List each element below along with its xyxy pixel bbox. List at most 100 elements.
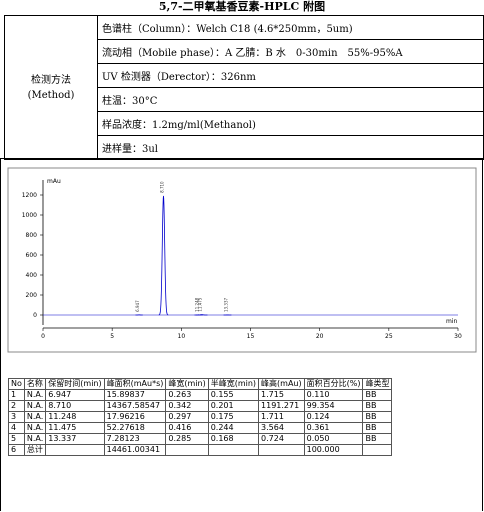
table-cell: 峰类型 xyxy=(362,378,393,390)
table-cell: 1 xyxy=(8,389,25,401)
table-cell: 名称 xyxy=(23,378,47,390)
title: 5,7-二甲氧基香豆素-HPLC 附图 xyxy=(158,0,326,13)
table-cell: 0.297 xyxy=(165,411,209,423)
y-axis-label: mAu xyxy=(47,178,61,185)
table-cell: 17.96216 xyxy=(103,411,167,423)
table-cell: 0.201 xyxy=(207,400,260,412)
table-cell: 14461.00341 xyxy=(103,444,167,456)
peak-label: 11.475 xyxy=(198,297,203,311)
y-tick-label: 1200 xyxy=(22,192,37,199)
table-cell: 总计 xyxy=(23,444,47,456)
peak-label: 11.248 xyxy=(195,297,200,311)
peak-label: 6.947 xyxy=(135,300,140,312)
table-cell: 100.000 xyxy=(303,444,364,456)
condition-row: UV 检测器（Derector）：326nm xyxy=(98,64,483,88)
table-cell: 0.175 xyxy=(207,411,260,423)
table-cell xyxy=(362,444,393,456)
table-cell: 1.715 xyxy=(258,389,305,401)
table-cell: 11.475 xyxy=(45,422,105,434)
table-cell: 0.168 xyxy=(207,433,260,445)
table-cell: 7.28123 xyxy=(103,433,167,445)
x-tick-label: 25 xyxy=(385,333,393,340)
table-cell: 2 xyxy=(8,400,25,412)
table-row: No 名称 保留时间(min) 峰面积(mAu*s) 峰宽(min) 半峰宽(min) 峰高… xyxy=(8,378,393,390)
y-tick-label: 800 xyxy=(26,232,38,239)
table-cell: BB xyxy=(362,411,393,423)
table-cell: No xyxy=(8,378,25,390)
table-cell: 11.248 xyxy=(45,411,105,423)
table-cell: 面积百分比(%) xyxy=(303,378,364,390)
chart-frame xyxy=(0,158,483,511)
table-cell: N.A. xyxy=(23,433,47,445)
y-tick-label: 200 xyxy=(26,292,38,299)
table-cell: 99.354 xyxy=(303,400,364,412)
table-cell: 0.155 xyxy=(207,389,260,401)
table-cell: 峰面积(mAu*s) xyxy=(103,378,167,390)
x-tick-label: 5 xyxy=(110,333,114,340)
condition-row: 样品浓度：1.2mg/ml(Methanol) xyxy=(98,112,483,136)
table-cell: 3.564 xyxy=(258,422,305,434)
chart-border xyxy=(7,167,477,353)
table-cell: 0.244 xyxy=(207,422,260,434)
peak-table: No 名称 保留时间(min) 峰面积(mAu*s) 峰宽(min) 半峰宽(min) 峰高… xyxy=(8,378,393,456)
x-tick-label: 15 xyxy=(247,333,255,340)
table-row: 6 总计 14461.00341 100.000 xyxy=(8,444,393,456)
table-cell: BB xyxy=(362,433,393,445)
condition-row: 进样量：3ul xyxy=(102,144,159,155)
table-cell: BB xyxy=(362,422,393,434)
table-cell: BB xyxy=(362,389,393,401)
table-cell: 0.050 xyxy=(303,433,364,445)
table-cell xyxy=(258,444,305,456)
table-cell: N.A. xyxy=(23,422,47,434)
table-cell: 0.124 xyxy=(303,411,364,423)
table-cell: 0.342 xyxy=(165,400,209,412)
y-tick-label: 0 xyxy=(33,312,37,319)
table-cell: 15.89837 xyxy=(103,389,167,401)
table-cell: 8.710 xyxy=(45,400,105,412)
y-tick-label: 1000 xyxy=(22,212,37,219)
table-cell: 6.947 xyxy=(45,389,105,401)
table-row: 4 N.A. 11.475 52.27618 0.416 0.244 3.564 0.361 B… xyxy=(8,422,393,434)
condition-row: 色谱柱（Column）：Welch C18 (4.6*250mm，5um) xyxy=(98,16,483,40)
table-cell: 14367.58547 xyxy=(103,400,167,412)
table-row: 2 N.A. 8.710 14367.58547 0.342 0.201 1191.271 9… xyxy=(8,400,393,412)
table-cell: 5 xyxy=(8,433,25,445)
table-cell: N.A. xyxy=(23,400,47,412)
table-cell: N.A. xyxy=(23,389,47,401)
table-cell: 1.711 xyxy=(258,411,305,423)
table-cell: 0.263 xyxy=(165,389,209,401)
condition-row: 流动相（Mobile phase）：A 乙腈：B 水 0-30min 55%-9… xyxy=(98,40,483,64)
table-cell: 1191.271 xyxy=(258,400,305,412)
condition-row: 柱温：30°C xyxy=(98,88,483,112)
table-cell xyxy=(207,444,260,456)
peak xyxy=(158,195,169,316)
method-cell: 检测方法 (Method) xyxy=(5,16,98,159)
x-tick-label: 20 xyxy=(316,333,324,340)
table-cell: 保留时间(min) xyxy=(45,378,105,390)
conditions-table: 检测方法 (Method) 色谱柱（Column）：Welch C18 (4.6… xyxy=(4,15,484,160)
y-tick-label: 400 xyxy=(26,272,38,279)
chromatogram: mAu min 0 200 400 600 800 1000 1200 0 5 10 15 20 25 30 6… xyxy=(7,167,477,353)
table-cell: 半峰宽(min) xyxy=(207,378,260,390)
table-cell: 峰高(mAu) xyxy=(258,378,305,390)
table-row: 3 N.A. 11.248 17.96216 0.297 0.175 1.711 0.124 B… xyxy=(8,411,393,423)
table-cell: 52.27618 xyxy=(103,422,167,434)
table-cell: 4 xyxy=(8,422,25,434)
table-cell: 3 xyxy=(8,411,25,423)
table-cell: 0.110 xyxy=(303,389,364,401)
x-tick-label: 30 xyxy=(454,333,462,340)
table-cell: 0.361 xyxy=(303,422,364,434)
table-cell: 0.285 xyxy=(165,433,209,445)
x-tick-label: 10 xyxy=(178,333,186,340)
condition-rows: 色谱柱（Column）：Welch C18 (4.6*250mm，5um) 流动相… xyxy=(98,16,483,159)
method-label: 检测方法 xyxy=(31,74,71,86)
method-label-en: (Method) xyxy=(27,89,75,101)
table-row: 5 N.A. 13.337 7.28123 0.285 0.168 0.724 0.050 BB xyxy=(8,433,393,445)
table-cell: 0.416 xyxy=(165,422,209,434)
table-cell: 0.724 xyxy=(258,433,305,445)
x-axis-label: min xyxy=(446,318,458,325)
table-cell xyxy=(165,444,209,456)
table-cell: 峰宽(min) xyxy=(165,378,209,390)
peak-label: 13.337 xyxy=(223,297,228,311)
